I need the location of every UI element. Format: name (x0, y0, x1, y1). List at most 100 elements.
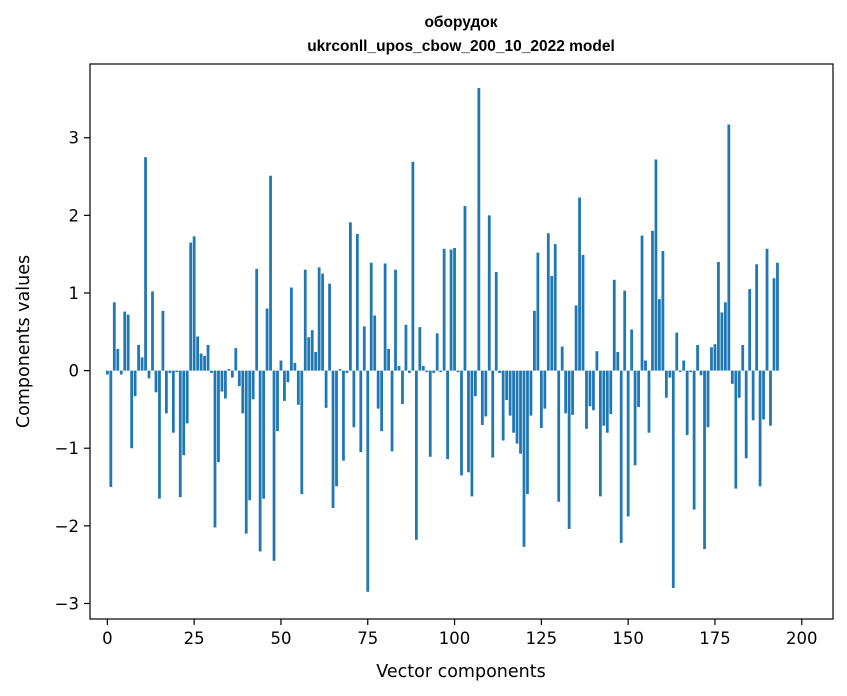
bar-38 (237, 370, 241, 387)
x-tick-label: 175 (699, 629, 731, 648)
bar-181 (734, 370, 738, 489)
bar-189 (762, 370, 765, 420)
bar-85 (401, 370, 404, 404)
bar-31 (213, 370, 217, 528)
bar-49 (276, 370, 279, 432)
bar-118 (515, 370, 519, 444)
bar-27 (199, 353, 203, 371)
bar-99 (449, 249, 453, 371)
bar-121 (526, 370, 529, 495)
bar-94 (432, 370, 436, 373)
bar-185 (748, 289, 752, 371)
bar-179 (727, 124, 731, 371)
bar-55 (296, 370, 300, 405)
bar-149 (623, 290, 627, 371)
bar-35 (227, 369, 231, 371)
bar-187 (755, 264, 759, 371)
bar-45 (262, 370, 265, 499)
bar-150 (626, 370, 630, 517)
bar-166 (682, 360, 686, 371)
bar-40 (244, 370, 248, 534)
bar-192 (772, 278, 776, 371)
bar-119 (519, 370, 522, 454)
y-tick-label: 1 (69, 284, 80, 303)
bar-70 (349, 222, 352, 371)
bar-80 (383, 263, 387, 371)
bar-105 (470, 370, 474, 497)
bar-132 (564, 370, 568, 414)
bar-178 (723, 302, 727, 371)
y-tick-label: −3 (55, 594, 79, 613)
bar-61 (317, 267, 321, 371)
bar-25 (192, 236, 196, 371)
bar-193 (776, 262, 779, 371)
bar-54 (293, 362, 297, 371)
bar-90 (418, 327, 422, 371)
bar-108 (480, 370, 484, 425)
bar-26 (196, 336, 200, 371)
y-axis-label: Components values (14, 255, 34, 428)
bar-84 (397, 365, 401, 371)
bar-13 (151, 291, 154, 371)
x-tick-label: 100 (439, 629, 471, 648)
bar-50 (279, 360, 283, 371)
bar-89 (414, 370, 418, 540)
x-tick-label: 50 (270, 629, 291, 648)
bar-52 (286, 370, 290, 383)
bar-6 (126, 314, 130, 371)
bar-series (105, 88, 779, 592)
bar-141 (595, 351, 599, 371)
bar-175 (713, 344, 717, 371)
y-tick-label: 3 (69, 129, 80, 148)
bar-155 (644, 360, 647, 371)
bar-113 (498, 370, 502, 373)
bar-62 (321, 273, 325, 371)
bar-47 (269, 175, 272, 371)
bar-171 (699, 370, 703, 376)
bar-140 (592, 370, 595, 411)
y-tick-label: 2 (69, 206, 80, 225)
bar-42 (251, 370, 255, 400)
bar-157 (651, 230, 654, 371)
bar-91 (421, 365, 425, 371)
bar-169 (692, 370, 696, 510)
bar-75 (366, 370, 370, 592)
bar-114 (501, 370, 505, 441)
bar-133 (567, 370, 571, 529)
bar-98 (446, 370, 449, 460)
bar-63 (324, 370, 328, 408)
bar-30 (210, 370, 213, 373)
bar-15 (158, 370, 161, 499)
y-tick-label: 0 (69, 362, 80, 381)
bar-64 (328, 283, 331, 371)
y-axis-ticks: −3 −2 −1 0 1 2 3 (55, 129, 90, 613)
bar-172 (703, 370, 706, 550)
bar-162 (668, 370, 672, 378)
bar-130 (557, 370, 561, 502)
bar-177 (720, 312, 724, 371)
bar-151 (630, 329, 634, 371)
bar-21 (178, 370, 182, 498)
x-tick-label: 200 (786, 629, 818, 648)
bar-3 (116, 348, 120, 371)
bar-8 (133, 370, 137, 397)
bar-144 (605, 370, 609, 433)
bar-92 (425, 370, 429, 373)
bar-109 (484, 370, 488, 417)
bar-165 (678, 370, 682, 373)
bar-28 (203, 355, 206, 371)
bar-106 (474, 370, 477, 397)
bar-76 (369, 262, 373, 371)
bar-88 (411, 161, 415, 371)
bar-184 (744, 370, 748, 459)
bar-36 (230, 370, 234, 378)
x-tick-label: 75 (357, 629, 378, 648)
bar-134 (571, 370, 574, 415)
bar-41 (248, 370, 252, 501)
bar-173 (706, 370, 710, 428)
bar-164 (675, 332, 679, 371)
x-axis-label: Vector components (376, 662, 545, 682)
bar-97 (442, 248, 446, 371)
bar-191 (769, 370, 772, 426)
y-tick-label: −1 (55, 439, 79, 458)
